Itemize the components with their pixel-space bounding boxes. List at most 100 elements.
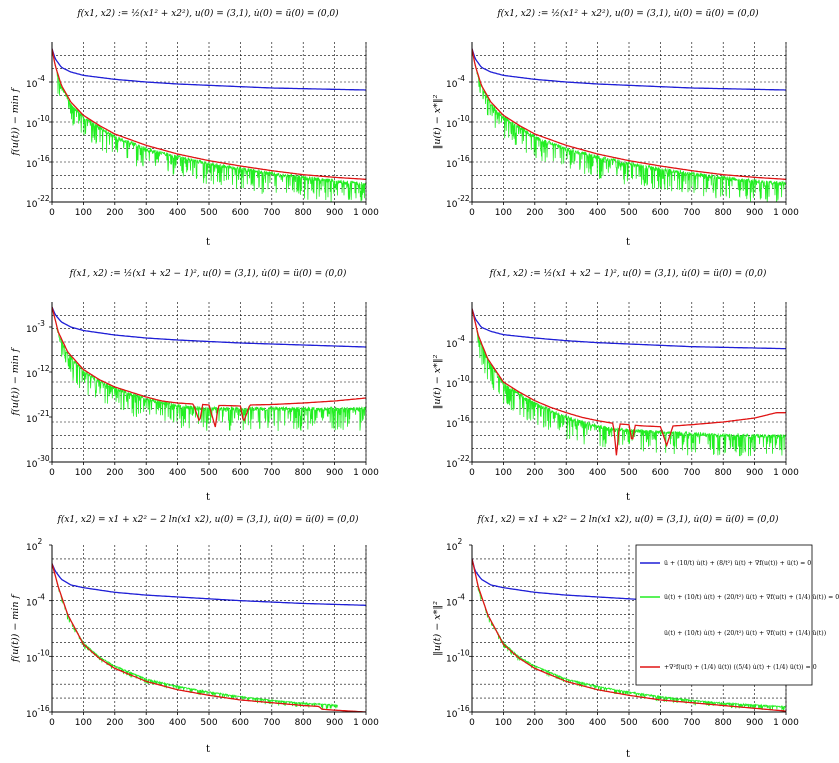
x-tick-label: 0 (49, 208, 55, 218)
x-tick-label: 900 (326, 208, 343, 218)
series-red (52, 48, 366, 180)
series-green (52, 563, 338, 711)
y-tick-label: 10-10 (26, 114, 50, 130)
x-tick-label: 500 (620, 208, 637, 218)
chart-panel-1: 0 100 200 300 400 500 600 700 800 900 1 000 10-4 10-… (10, 8, 379, 248)
x-tick-label: 1 000 (773, 208, 799, 218)
x-tick-label: 800 (295, 468, 312, 478)
x-tick-label: 800 (715, 208, 732, 218)
series-red (472, 308, 786, 456)
x-tick-label: 100 (75, 208, 92, 218)
legend-box (635, 544, 813, 686)
y-tick-label: 10-22 (26, 194, 50, 210)
x-tick-label: 500 (620, 468, 637, 478)
x-tick-label: 100 (75, 718, 92, 728)
chart-panel-5: 0 100 200 300 400 500 600 700 800 900 1 000 102 10-4… (10, 514, 379, 755)
x-tick-label: 400 (589, 468, 606, 478)
x-tick-label: 1 000 (353, 718, 379, 728)
legend-label: ü(t) + (10/t) u̇(t) + (20/t²) ü(t) + ∇f(… (664, 630, 826, 637)
x-tick-label: 200 (106, 208, 123, 218)
x-tick-label: 300 (558, 208, 575, 218)
chart-panel-2: 0 100 200 300 400 500 600 700 800 900 1 000 10-4 10-… (432, 8, 799, 248)
series-blue (472, 308, 786, 350)
y-axis-label: ‖u(t) − x*‖² (432, 94, 443, 149)
x-tick-label: 900 (746, 208, 763, 218)
legend-label: ü(t) + (10/t) u̇(t) + (20/t²) ü(t) + ∇f(… (664, 594, 839, 601)
x-tick-label: 300 (138, 718, 155, 728)
x-tick-label: 600 (652, 718, 669, 728)
series-red (52, 306, 366, 428)
legend: ü + (10/t) u̇(t) + (8/t²) ü(t) + ∇f(u(t)… (635, 544, 839, 686)
y-axis-label: ‖u(t) − x*‖² (432, 601, 443, 656)
x-tick-label: 800 (715, 718, 732, 728)
y-axis-label: ‖u(t) − x*‖² (432, 354, 443, 409)
y-tick-label: 102 (446, 537, 462, 553)
x-tick-label: 200 (526, 208, 543, 218)
x-tick-label: 300 (138, 208, 155, 218)
x-tick-label: 700 (263, 208, 280, 218)
x-tick-label: 900 (326, 468, 343, 478)
y-tick-label: 10-16 (26, 154, 50, 170)
series-green (52, 48, 366, 202)
x-tick-label: 0 (49, 468, 55, 478)
x-tick-label: 900 (746, 718, 763, 728)
series-red (52, 563, 366, 712)
x-tick-label: 700 (683, 208, 700, 218)
y-tick-label: 10-4 (26, 74, 45, 90)
y-tick-label: 10-4 (446, 593, 465, 609)
chart-title: f(x1, x2) := ½(x1 + x2 − 1)², u(0) = (3,… (69, 268, 347, 279)
y-tick-label: 10-16 (446, 414, 470, 430)
y-tick-label: 10-16 (446, 704, 470, 720)
series-green (52, 306, 366, 432)
series-green (472, 308, 786, 457)
x-tick-label: 400 (169, 208, 186, 218)
chart-title: f(x1, x2) := ½(x1² + x2²), u(0) = (3,1),… (496, 8, 759, 19)
y-tick-label: 10-21 (26, 409, 50, 425)
x-tick-label: 400 (589, 718, 606, 728)
y-tick-label: 102 (26, 537, 42, 553)
x-tick-label: 100 (495, 468, 512, 478)
x-axis-label: t (206, 492, 210, 503)
x-tick-label: 200 (526, 468, 543, 478)
series-blue (52, 48, 366, 91)
y-tick-label: 10-22 (446, 454, 470, 470)
x-tick-label: 500 (200, 468, 217, 478)
x-tick-label: 500 (200, 208, 217, 218)
x-tick-label: 900 (746, 468, 763, 478)
x-tick-label: 1 000 (353, 208, 379, 218)
x-tick-label: 1 000 (773, 718, 799, 728)
x-tick-label: 500 (200, 718, 217, 728)
x-tick-label: 200 (106, 718, 123, 728)
x-tick-label: 800 (295, 718, 312, 728)
x-tick-label: 500 (620, 718, 637, 728)
x-tick-label: 600 (232, 718, 249, 728)
chart-title: f(x1, x2) = x1 + x2² − 2 ln(x1 x2), u(0)… (57, 514, 359, 525)
x-axis-label: t (206, 744, 210, 755)
series-blue (472, 48, 786, 91)
x-tick-label: 400 (589, 208, 606, 218)
y-tick-label: 10-30 (26, 454, 50, 470)
x-axis-label: t (206, 237, 210, 248)
x-tick-label: 100 (495, 718, 512, 728)
x-axis-label: t (626, 749, 630, 760)
legend-label: ü + (10/t) u̇(t) + (8/t²) ü(t) + ∇f(u(t)… (664, 560, 811, 567)
x-tick-label: 800 (715, 468, 732, 478)
x-tick-label: 600 (652, 208, 669, 218)
y-tick-label: 10-3 (26, 319, 45, 335)
y-tick-label: 10-10 (26, 648, 50, 664)
x-tick-label: 200 (106, 468, 123, 478)
x-axis-label: t (626, 492, 630, 503)
x-tick-label: 700 (263, 718, 280, 728)
x-tick-label: 700 (263, 468, 280, 478)
y-axis-label: f(u(t)) − min f (10, 594, 21, 663)
x-tick-label: 300 (558, 468, 575, 478)
y-tick-label: 10-22 (446, 194, 470, 210)
x-tick-label: 1 000 (773, 468, 799, 478)
x-tick-label: 900 (326, 718, 343, 728)
y-tick-label: 10-4 (26, 593, 45, 609)
chart-title: f(x1, x2) := ½(x1² + x2²), u(0) = (3,1),… (76, 8, 339, 19)
legend-label: +∇²f(u(t) + (1/4) ü(t)) ((5/4) u̇(t) + (… (664, 664, 817, 671)
series-green (472, 48, 786, 202)
y-tick-label: 10-4 (446, 334, 465, 350)
